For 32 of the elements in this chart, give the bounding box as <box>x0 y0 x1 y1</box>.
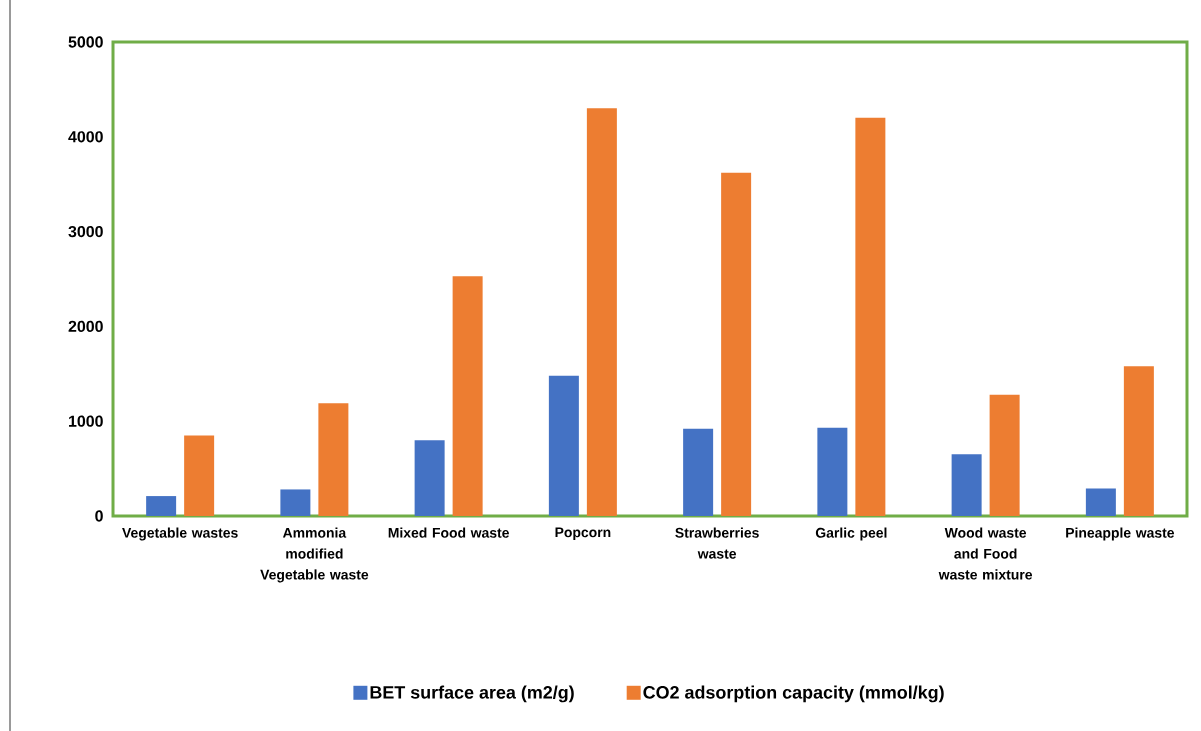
bar <box>951 454 982 516</box>
bar <box>318 403 349 516</box>
y-tick-label: 5000 <box>68 36 103 48</box>
bar <box>1123 366 1154 516</box>
y-tick-label: 2000 <box>68 320 103 333</box>
bar <box>184 435 215 516</box>
bar <box>989 394 1020 516</box>
bar <box>721 172 752 516</box>
bar <box>414 440 445 516</box>
bar <box>548 375 579 516</box>
x-tick-label: Pineapple waste <box>1066 527 1175 541</box>
bar <box>1085 488 1116 516</box>
x-tick-label: Mixed Food waste <box>388 527 509 538</box>
x-tick-label: Wood waste and Food waste mixture <box>938 527 1033 580</box>
legend-label: BET surface area (m2/g) <box>370 685 574 703</box>
x-tick-label: Vegetable wastes <box>122 527 238 541</box>
x-tick-label: Popcorn <box>555 527 611 540</box>
bar <box>683 428 714 516</box>
x-tick-label: Ammonia modified Vegetable waste <box>260 527 369 583</box>
y-tick-label: 4000 <box>68 131 103 143</box>
x-tick-label: Strawberries waste <box>675 527 759 559</box>
bar <box>146 496 177 516</box>
x-tick-label: Garlic peel <box>815 527 887 541</box>
y-tick-label: 1000 <box>69 415 103 427</box>
y-tick-label: 3000 <box>68 225 103 238</box>
bar <box>452 276 483 516</box>
bar <box>586 108 617 516</box>
bar <box>280 489 311 516</box>
bar <box>817 427 848 516</box>
y-tick-label: 0 <box>95 510 103 522</box>
legend-label: CO2 adsorption capacity (mmol/kg) <box>643 685 944 703</box>
bar <box>855 117 886 516</box>
